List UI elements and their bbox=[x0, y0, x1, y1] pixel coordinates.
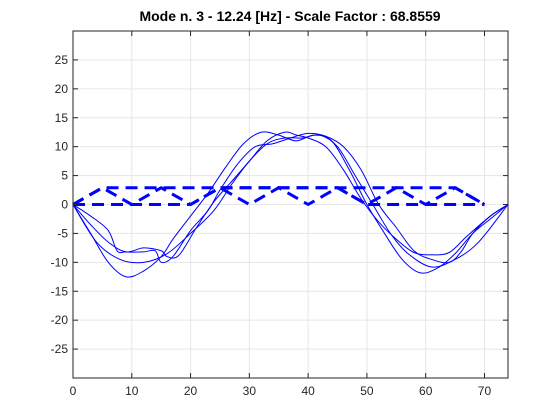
x-tick-label: 0 bbox=[70, 384, 77, 398]
axis-ticks: 0 10 20 30 40 50 60 70 -25 -20 -15 -10 -5 0 5 10 15 20 25 bbox=[51, 31, 508, 398]
x-tick-label: 30 bbox=[243, 384, 257, 398]
y-tick-label: 20 bbox=[55, 82, 69, 96]
y-tick-label: 10 bbox=[55, 140, 69, 154]
x-tick-label: 10 bbox=[125, 384, 139, 398]
y-tick-label: -10 bbox=[51, 255, 69, 269]
y-tick-label: 25 bbox=[55, 53, 69, 67]
x-tick-label: 50 bbox=[360, 384, 374, 398]
deformed-shape-line-6 bbox=[72, 134, 509, 268]
data-series bbox=[72, 131, 509, 278]
y-tick-label: 5 bbox=[61, 169, 68, 183]
chart-title: Mode n. 3 - 12.24 [Hz] - Scale Factor : … bbox=[139, 8, 440, 24]
x-tick-label: 60 bbox=[419, 384, 433, 398]
x-tick-label: 40 bbox=[301, 384, 315, 398]
x-tick-label: 20 bbox=[184, 384, 198, 398]
y-tick-label: 0 bbox=[61, 198, 68, 212]
deformed-shape-line-5 bbox=[72, 131, 509, 259]
deformed-shape-line-4 bbox=[72, 132, 509, 264]
y-tick-label: 15 bbox=[55, 111, 69, 125]
y-tick-label: -20 bbox=[51, 313, 69, 327]
x-tick-label: 70 bbox=[478, 384, 492, 398]
y-tick-label: -25 bbox=[51, 342, 69, 356]
undeformed-shape-line-2 bbox=[72, 186, 486, 206]
y-tick-label: -15 bbox=[51, 284, 69, 298]
y-tick-label: -5 bbox=[57, 226, 68, 240]
